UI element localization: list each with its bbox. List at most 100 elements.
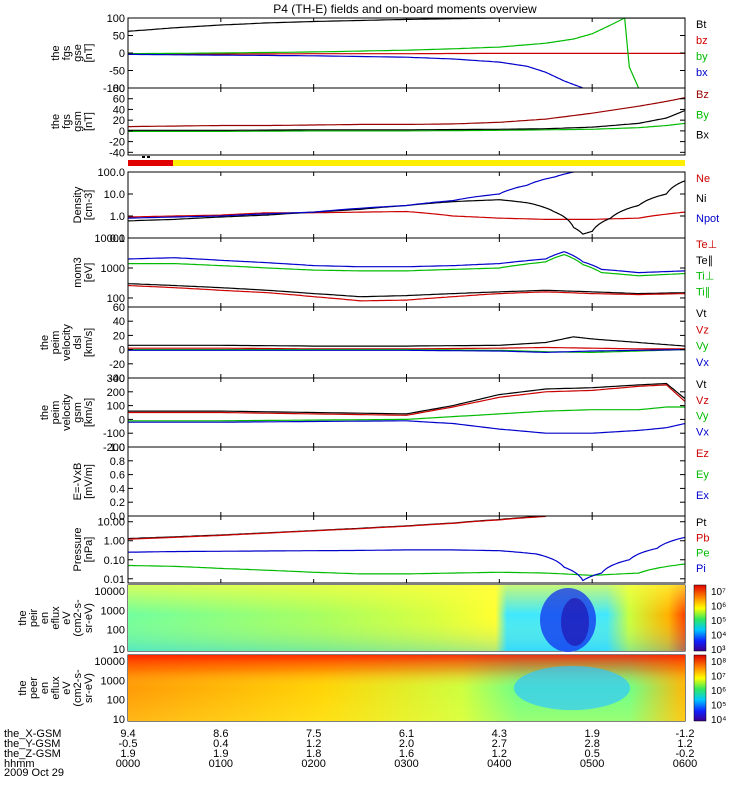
y-axis-label: [nPa] xyxy=(83,537,95,563)
ion-colorbar-scale xyxy=(693,584,707,652)
y-axis-label: en xyxy=(39,682,51,694)
y-tick-label: 0 xyxy=(119,126,125,138)
orbit-value: 0500 xyxy=(580,758,604,770)
y-tick-label: 0.10 xyxy=(104,555,125,567)
chart-title: P4 (TH-E) fields and on-board moments ov… xyxy=(273,2,537,16)
orbit-value: 1.2 xyxy=(492,748,507,760)
y-tick-label: -100 xyxy=(103,428,125,440)
y-axis-label: eV xyxy=(61,681,73,695)
y-tick-label: 100 xyxy=(107,625,125,637)
series-pressure-pb xyxy=(128,516,546,540)
electron-colorbar: 10⁸ 10⁷ 10⁶ 10⁵ 10⁴ xyxy=(693,654,726,726)
y-tick-label: -40 xyxy=(109,373,125,385)
legend-by: By xyxy=(696,109,709,121)
orbit-value: -1.2 xyxy=(676,728,695,740)
colorbar-tick-label: 10⁴ xyxy=(711,631,726,642)
y-axis-label: Pressure xyxy=(72,527,84,571)
legend-pe: Pe xyxy=(696,548,709,560)
y-axis-label: the xyxy=(17,680,29,695)
series-temperature-ti xyxy=(128,251,685,274)
series-velocity_dsl-vz xyxy=(128,346,685,350)
orbit-row-label: hhmm xyxy=(4,758,35,770)
panel-temperature: 10000 1000 100 mom3 [eV] Te⊥ Te∥ Ti⊥ Ti∥ xyxy=(72,233,717,308)
series-density-ne xyxy=(128,210,685,220)
orbit-row-label: the_Y-GSM xyxy=(4,738,60,750)
y-tick-label: 1.00 xyxy=(104,536,125,548)
y-tick-label: -20 xyxy=(109,137,125,149)
panel-peir_spec: 10000 1000 100 10 the peir en eflux eV (cm2-s-sr-… xyxy=(17,584,686,656)
y-axis-label: eflux xyxy=(50,606,62,630)
series-velocity_dsl-vt xyxy=(128,336,685,347)
ion-spectrogram-core xyxy=(561,598,589,646)
y-tick-label: 300 xyxy=(107,373,125,385)
y-axis-label: (cm2-s- xyxy=(72,599,84,637)
colorbar-tick-label: 10⁶ xyxy=(711,686,726,697)
legend-pb: Pb xyxy=(696,532,709,544)
y-tick-label: 10.0 xyxy=(104,189,125,201)
series-fgs_gse-bz xyxy=(128,52,685,55)
legend-ne: Ne xyxy=(696,173,710,185)
y-axis-label: the xyxy=(39,405,51,420)
legend-te: Te∥ xyxy=(696,255,713,267)
orbit-value: 1.6 xyxy=(399,748,414,760)
y-tick-label: 20 xyxy=(113,330,125,342)
y-axis-label: velocity xyxy=(61,324,73,361)
panel-frame xyxy=(127,446,686,517)
ion-spectrogram xyxy=(128,585,685,652)
series-fgs_gsm-bz xyxy=(128,97,685,128)
series-temperature-ti xyxy=(128,253,685,277)
orbit-value: 1.8 xyxy=(306,748,321,760)
legend-ex: Ex xyxy=(696,490,709,502)
orbit-value: 0400 xyxy=(487,758,511,770)
ion-colorbar: 10⁷ 10⁶ 10⁵ 10⁴ 10³ xyxy=(693,584,726,656)
legend-npot: Npot xyxy=(696,213,719,225)
y-axis-label: [nT] xyxy=(83,44,95,63)
y-axis-label: the xyxy=(50,114,62,129)
y-tick-label: 40 xyxy=(113,316,125,328)
y-axis-label: [eV] xyxy=(83,263,95,283)
y-axis-label: the xyxy=(50,45,62,60)
y-tick-label: 0.8 xyxy=(110,456,125,468)
panel-frame xyxy=(127,87,686,156)
y-tick-label: 10 xyxy=(113,714,125,726)
series-density-npot xyxy=(128,172,574,219)
y-tick-label: 0.1 xyxy=(110,233,125,245)
y-tick-label: 1.0 xyxy=(110,211,125,223)
orbit-value: 7.5 xyxy=(306,728,321,740)
legend-bx: Bx xyxy=(696,130,709,142)
legend-by: by xyxy=(696,51,708,63)
orbit-value: 0000 xyxy=(116,758,140,770)
series-fgs_gse-by xyxy=(128,18,640,88)
y-axis-label: eV xyxy=(61,611,73,625)
series-fgs_gsm-by xyxy=(128,122,685,132)
orbit-value: 0300 xyxy=(394,758,418,770)
y-tick-label: 40 xyxy=(113,104,125,116)
y-tick-label: -50 xyxy=(109,66,125,78)
orbit-value: 0.5 xyxy=(585,748,600,760)
orbit-value: 1.2 xyxy=(677,738,692,750)
legend-bx: bx xyxy=(696,67,708,79)
legend-ti: Ti⊥ xyxy=(696,271,714,283)
panel-velocity_dsl: 60 40 20 0 -20 -40 the peim velocity dsl [km/s] Vt V… xyxy=(39,302,709,385)
legend-ti: Ti∥ xyxy=(696,286,710,298)
y-tick-label: 1.0 xyxy=(110,442,125,454)
y-tick-label: 20 xyxy=(113,115,125,127)
y-tick-label: 0.6 xyxy=(110,470,125,482)
y-axis-label: gsm xyxy=(72,402,84,423)
legend-vy: Vy xyxy=(696,411,709,423)
y-axis-label: sr-eV) xyxy=(83,673,95,703)
series-velocity_gsm-vy xyxy=(128,406,685,422)
series-velocity_gsm-vt xyxy=(128,382,685,415)
legend-vz: Vz xyxy=(696,395,709,407)
y-tick-label: -40 xyxy=(109,147,125,159)
y-axis-label: fgs xyxy=(61,114,73,129)
series-velocity_gsm-vz xyxy=(128,384,685,416)
y-tick-label: 0.4 xyxy=(110,483,125,495)
y-tick-label: -20 xyxy=(109,359,125,371)
series-pressure-pi xyxy=(128,536,685,582)
electron-spectrogram xyxy=(128,655,685,721)
y-axis-label: gse xyxy=(72,44,84,62)
panel-fgs_gse: 100 50 0 -50 -100 the fgs gse [nT] Bt bz by bx xyxy=(50,13,708,95)
legend-bz: bz xyxy=(696,35,708,47)
